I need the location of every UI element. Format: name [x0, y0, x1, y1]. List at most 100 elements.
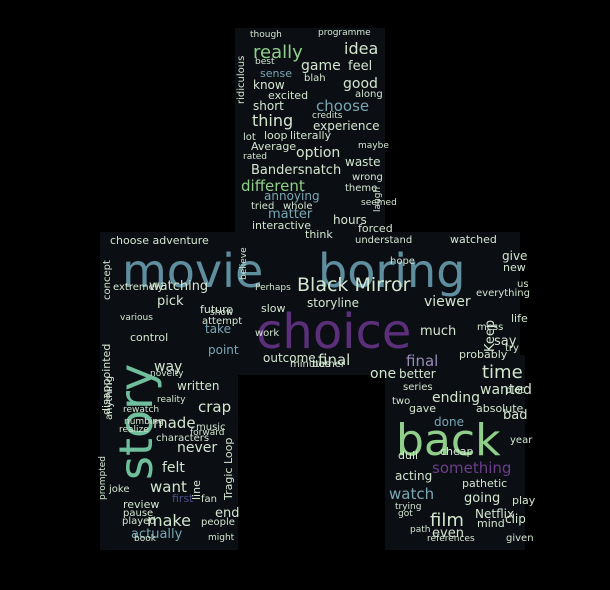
word-matter: matter	[268, 207, 313, 222]
word-various: various	[120, 313, 153, 323]
word-theme: theme	[345, 183, 377, 194]
word-say: say	[494, 334, 517, 349]
word-acting: acting	[395, 469, 432, 483]
word-boring: boring	[318, 244, 465, 298]
word-much: much	[420, 324, 456, 339]
word-laugh: laugh	[373, 187, 383, 212]
word-excited: excited	[268, 89, 308, 102]
word-disappointed: disappointed	[100, 344, 113, 415]
word-crap: crap	[198, 398, 231, 416]
word-play: play	[512, 494, 536, 507]
word-different: different	[241, 177, 305, 195]
word-storyline: storyline	[307, 296, 359, 310]
word-tried: tried	[251, 201, 274, 212]
word-pause: pause	[123, 508, 153, 519]
word-blah: blah	[304, 73, 326, 84]
word-future: future	[200, 303, 233, 316]
word-mess: mess	[477, 322, 503, 333]
word-path: path	[410, 525, 430, 535]
word-watching: watching	[149, 279, 208, 294]
word-lot: lot	[243, 132, 256, 143]
word-choose: choose	[316, 97, 369, 115]
word-work: work	[255, 328, 279, 339]
word-gave: gave	[409, 402, 436, 415]
word-idea: idea	[344, 39, 378, 58]
silhouette-left-leg	[100, 355, 238, 550]
word-wrong: wrong	[352, 172, 383, 183]
word-attempt: attempt	[202, 316, 242, 327]
word-try: try	[505, 343, 519, 354]
word-made: made	[153, 414, 196, 432]
word-want: want	[150, 478, 187, 496]
word-something: something	[432, 459, 511, 477]
word-take: take	[205, 322, 231, 336]
word-going: going	[464, 491, 500, 506]
word-outcome: outcome	[263, 351, 316, 365]
word-whole: whole	[283, 201, 313, 212]
word-bandersnatch: Bandersnatch	[251, 163, 341, 178]
word-literally: literally	[290, 129, 332, 142]
word-short: short	[253, 99, 284, 113]
word-tragic-loop: Tragic Loop	[222, 438, 235, 501]
word-given: given	[506, 533, 534, 544]
word-mind: mind	[477, 517, 505, 530]
word-prompted: prompted	[98, 456, 108, 500]
word-characters: characters	[156, 433, 209, 444]
word-hope: hope	[390, 256, 415, 267]
word-absolute: absolute	[476, 402, 524, 415]
word-rewatch: rewatch	[123, 405, 159, 415]
word-film: film	[430, 510, 464, 531]
word-pick: pick	[157, 294, 184, 309]
word-perhaps: Perhaps	[255, 283, 291, 293]
word-way: way	[154, 359, 182, 375]
word-feel: feel	[348, 59, 372, 74]
word-new: new	[503, 261, 526, 274]
word-probably: probably	[459, 348, 508, 361]
word-one: one	[370, 366, 396, 382]
word-waste: waste	[345, 155, 381, 169]
word-dull: dull	[398, 449, 418, 462]
word-first: first	[172, 492, 194, 505]
word-know: know	[253, 78, 285, 92]
word-forced: forced	[358, 222, 393, 235]
word-people: people	[201, 517, 235, 528]
word-wanted: wanted	[480, 382, 532, 398]
word-better: better	[399, 367, 436, 381]
word-option: option	[296, 145, 340, 161]
word-trying: trying	[395, 502, 421, 512]
word-viewer: viewer	[424, 294, 471, 310]
word-music: music	[196, 422, 226, 433]
word-joke: joke	[108, 484, 129, 495]
word-back: back	[396, 415, 501, 466]
words-layer: movie boring choice story back Black Mirror re…	[98, 28, 536, 544]
word-make: make	[147, 511, 191, 530]
word-average: Average	[251, 140, 296, 153]
word-references: references	[427, 534, 475, 544]
word-two: two	[392, 396, 410, 407]
word-numbing: numbing	[124, 417, 164, 427]
word-extremely: extremely	[113, 282, 164, 293]
silhouette-right-leg	[385, 355, 525, 550]
word-actually: actually	[131, 527, 183, 542]
word-choose-adventure: choose adventure	[110, 234, 209, 247]
word-really: really	[253, 42, 303, 63]
silhouette-inner-fill	[238, 355, 386, 375]
word-clip: clip	[505, 512, 526, 526]
word-even: even	[432, 526, 464, 541]
word-anything: anything	[104, 376, 115, 420]
word-written: written	[177, 379, 219, 393]
word-control: control	[130, 331, 168, 344]
word-realize: realize	[119, 425, 149, 435]
word-ridiculous: ridiculous	[236, 56, 247, 104]
word-show: show	[210, 308, 233, 318]
word-interactive: interactive	[252, 219, 311, 232]
word-rated: rated	[243, 152, 267, 162]
word-programme: programme	[318, 28, 371, 38]
word-watch: watch	[389, 485, 434, 503]
word-bad: bad	[503, 408, 527, 423]
word-final: final	[406, 352, 438, 370]
word-series: series	[403, 382, 433, 393]
word-might: might	[208, 533, 235, 543]
